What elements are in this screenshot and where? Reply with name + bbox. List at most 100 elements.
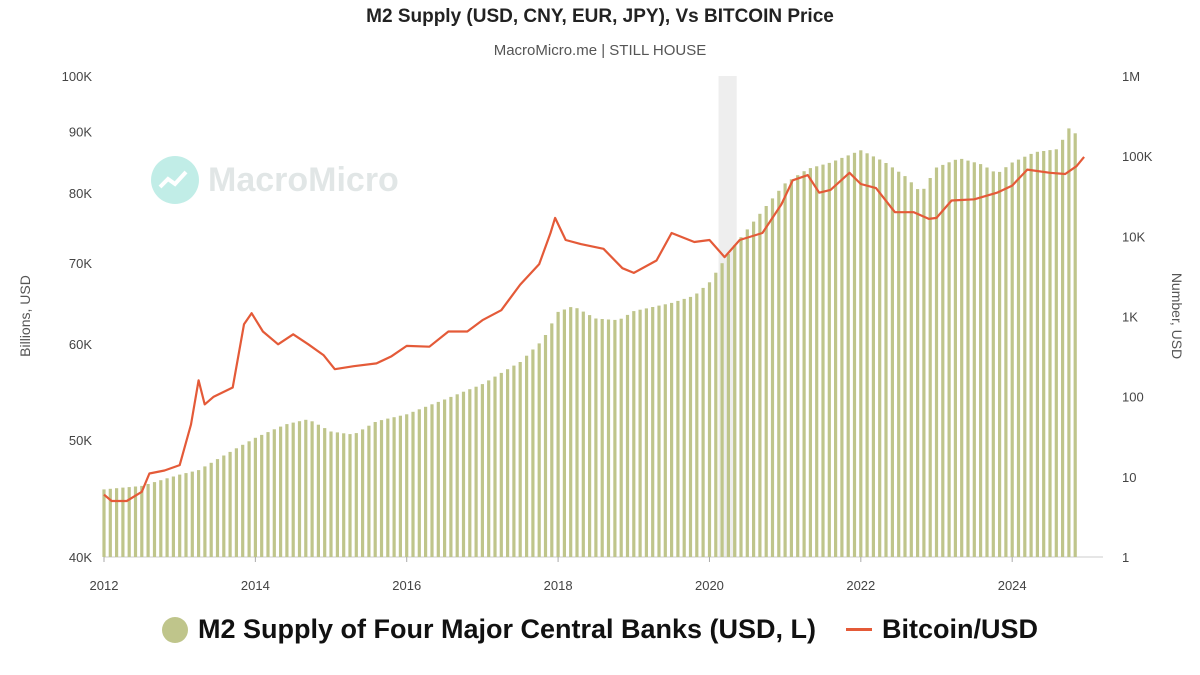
m2-bar [1042,151,1046,557]
m2-bar [663,304,667,557]
m2-bar [720,263,724,557]
m2-bar [184,473,188,557]
legend-swatch-m2 [161,616,188,643]
m2-bar [266,432,270,557]
m2-bar [386,418,390,557]
m2-bar [619,318,623,557]
m2-bar [537,343,541,557]
y-left-tick-label: 70K [69,256,92,271]
legend-item-bitcoin[interactable]: Bitcoin/USD [846,614,1038,645]
m2-bar [821,164,825,557]
m2-bar [846,155,850,557]
m2-bar [133,486,138,557]
legend-swatch-bitcoin [846,628,873,631]
m2-bar [1035,151,1039,558]
m2-bar [606,319,611,557]
m2-bar [247,441,251,557]
m2-bar [827,162,831,557]
m2-bar [884,163,888,557]
m2-bar [789,179,793,558]
watermark-text: MacroMicro [208,160,399,199]
legend-label-bitcoin: Bitcoin/USD [882,614,1039,644]
m2-bar [562,309,566,557]
m2-bar [171,476,175,557]
chart-title: M2 Supply (USD, CNY, EUR, JPY), Vs BITCO… [366,6,834,27]
m2-bar [796,175,800,557]
m2-bar [960,158,964,557]
x-tick-label: 2022 [846,578,875,593]
m2-bar [178,474,182,557]
m2-bar [871,156,875,557]
m2-bar [159,480,163,557]
m2-bar [506,369,510,557]
m2-bar [493,376,497,557]
m2-bar [430,404,434,557]
m2-bar [1073,133,1077,558]
m2-bar [449,396,453,557]
m2-bar [985,167,989,557]
m2-bar [329,431,333,557]
m2-bar [859,150,863,558]
m2-bar [342,433,346,557]
m2-bar [543,335,548,557]
m2-bar [499,372,503,557]
m2-bar [285,424,289,557]
m2-bar [670,302,674,557]
m2-bar [241,444,245,557]
legend-item-m2[interactable]: M2 Supply of Four Major Central Banks (U… [161,614,816,645]
m2-bar [1010,162,1014,557]
m2-bar [550,323,554,557]
m2-bar [878,159,882,557]
m2-bar [443,399,447,557]
m2-bar [291,422,295,557]
m2-bar [468,389,472,557]
m2-bar [228,451,232,557]
m2-bar [852,152,857,558]
m2-bar [405,414,409,557]
m2-bar [373,422,377,557]
m2-bar [1023,156,1027,557]
m2-bar [966,160,970,557]
y-left-axis-title: Billions, USD [17,275,33,357]
m2-bar [531,349,535,557]
m2-bar [310,421,314,557]
watermark-logo: MacroMicro [150,155,399,205]
m2-bar [764,206,768,557]
y-right-tick-label: 10 [1122,470,1136,485]
m2-bar [802,171,806,557]
m2-bar [682,298,686,557]
m2-bar [739,237,743,557]
m2-bar [222,455,226,557]
m2-bar [890,167,894,557]
m2-bar [707,282,712,557]
m2-bar [865,153,869,558]
m2-bar [335,432,339,557]
m2-bar [115,488,119,557]
y-left-tick-label: 100K [62,69,93,84]
m2-bar [834,160,838,557]
watermark-icon [151,156,199,204]
y-right-tick-label: 1 [1122,550,1129,565]
m2-bar [714,272,718,557]
m2-bar [928,178,932,557]
m2-bar [941,164,945,557]
m2-bar [840,157,844,557]
bitcoin-line [103,156,1085,503]
m2-bar [651,307,655,557]
m2-bar [455,394,459,557]
m2-bar [701,287,705,557]
m2-bar [1029,153,1033,557]
m2-bar [745,229,749,557]
m2-bar [436,401,440,557]
m2-bar [474,386,478,557]
m2-bar [695,293,699,557]
m2-bar [518,362,522,557]
y-right-tick-label: 1K [1122,310,1138,325]
m2-bar [272,429,276,557]
y-right-tick-label: 1M [1122,69,1140,84]
m2-bar [190,471,194,557]
m2-bar [297,421,302,557]
m2-bar [934,167,939,557]
m2-bar [487,380,491,557]
chart-plot: 40K 50K 60K 70K 80K 90K 100K 1 10 100 1K 10K 100K 1M 2… [17,69,1185,593]
